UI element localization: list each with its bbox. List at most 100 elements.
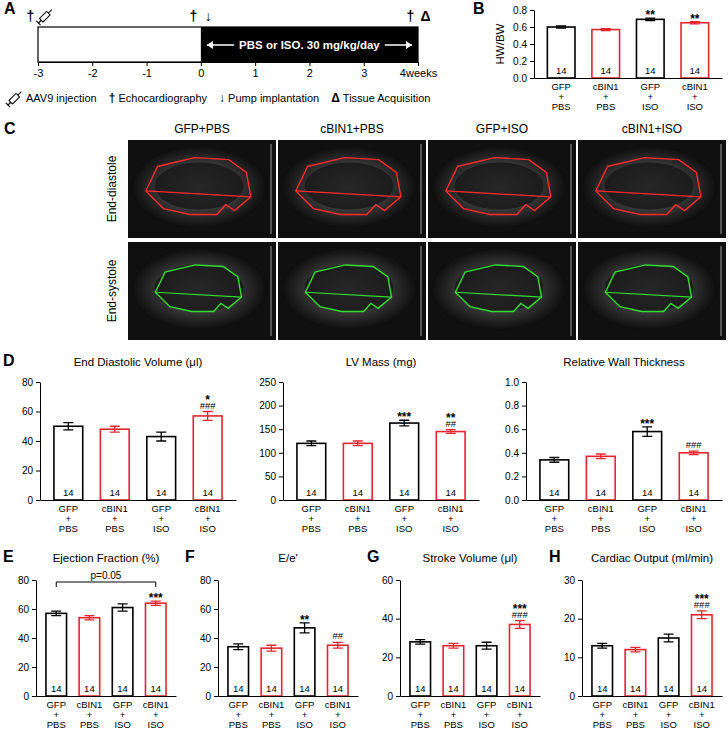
tick-mark [522,429,526,430]
tick: 0 [387,691,400,702]
tick-label: 0 [27,495,33,506]
tick: 0.2 [505,471,526,482]
y-axis: 0.00.20.40.60.81.0 [505,377,526,506]
tick-label: 150 [259,424,276,435]
lv-outline [146,158,251,215]
tick-label: cBIN1+ISO [689,699,715,730]
tick: 0.0 [513,73,534,84]
lv-axis [596,191,701,197]
plot-area [46,601,166,696]
lv-axis [146,191,251,197]
tick: 0 [27,495,40,506]
n-label: 14 [597,683,608,694]
n-label: 14 [690,65,701,76]
tick-mark [255,62,256,66]
significance-star: *** [513,602,527,616]
tick-label: 0.6 [505,424,519,435]
tick-mark [214,580,218,581]
tick-label: 40 [18,633,30,644]
chart: DEnd Diastolic Volume (μl)14141414###*02… [3,352,237,534]
tick: 4weeks [400,62,438,79]
n-label: 14 [202,487,213,498]
tick-label: cBIN1+ISO [681,503,707,534]
echo-background [278,140,426,238]
tick-label: 40 [200,633,212,644]
error-bar [515,621,525,629]
lv-axis [305,292,391,297]
tick-mark [32,696,36,697]
bar [343,443,372,500]
tick-mark [36,412,40,413]
y-axis: 0204060 [382,575,401,702]
bar [658,638,679,696]
echo-scale [420,144,422,234]
annotations: 141414***14### [549,417,702,498]
tick-label-line: PBS [596,101,615,112]
tick-label: GFP+PBS [410,699,430,730]
error-bar [630,647,640,652]
tick-label-line: PBS [593,719,612,730]
tick: 0.4 [513,39,534,50]
plot-area [547,18,708,78]
bar [327,645,348,696]
echo-scale [270,144,272,234]
y-axis-line [36,581,37,697]
tick: 0.4 [505,448,526,459]
tick-label: cBIN1+PBS [593,81,619,112]
bar [476,646,497,696]
plot-area [540,427,708,500]
tick-label: 0.0 [505,495,519,506]
row-label: End-systole [105,259,119,322]
tick-mark [530,61,534,62]
x-axis-line [39,62,419,63]
echo-texture [431,146,567,228]
bar [509,624,530,696]
n-label: 14 [399,487,410,498]
tick-label: GFP+ISO [477,699,497,730]
tick-label: cBIN1+ISO [143,699,169,730]
tick-label: GFP+PBS [545,503,565,534]
tick: -2 [88,62,98,79]
tick: cBIN1+PBS [440,699,466,730]
tick: 50 [265,471,283,482]
bar [681,23,709,78]
event-symbol: ↓ [205,8,212,24]
n-label: 14 [156,487,167,498]
significance-star: ** [446,411,456,425]
x-axis: GFP+PBScBIN1+PBSGFP+ISOcBIN1+ISO [401,697,541,730]
tick-label: 0.4 [505,448,519,459]
x-axis-line [284,500,480,501]
y-axis: 0.00.20.40.60.8 [513,5,534,84]
tick-label: 0 [569,691,575,702]
echo-image [578,140,726,238]
tick-label: cBIN1+PBS [102,503,128,534]
tick-label: cBIN1+PBS [76,699,102,730]
bar [633,432,662,500]
tick-label: 0.6 [513,22,527,33]
n-label: 14 [332,683,343,694]
tick: -3 [34,62,44,79]
panel-label: C [4,120,16,137]
n-label: 14 [556,65,567,76]
tick-label: cBIN1+ISO [195,503,221,534]
event-symbol: Δ [420,8,430,24]
tick-label-line: PBS [591,523,610,534]
y-axis-line [526,383,527,501]
n-label: 14 [63,487,74,498]
syringe-needle [48,10,52,14]
tick-mark [201,62,202,66]
tick: cBIN1+PBS [622,699,648,730]
bar [147,437,176,500]
tick-mark [522,406,526,407]
tick-label: 20 [200,662,212,673]
tick: 60 [382,575,400,586]
echo-cavity [155,265,244,312]
x-axis: GFP+PBScBIN1+PBSGFP+ISOcBIN1+ISO [37,697,177,730]
bar [228,647,249,696]
tick-label-line: ISO [442,523,458,534]
y-axis-line [582,581,583,697]
significance-star: *** [640,417,654,431]
tick: 60 [200,604,218,615]
bar [100,429,129,500]
x-axis: GFP+PBScBIN1+PBSGFP+ISOcBIN1+ISO [41,501,237,534]
